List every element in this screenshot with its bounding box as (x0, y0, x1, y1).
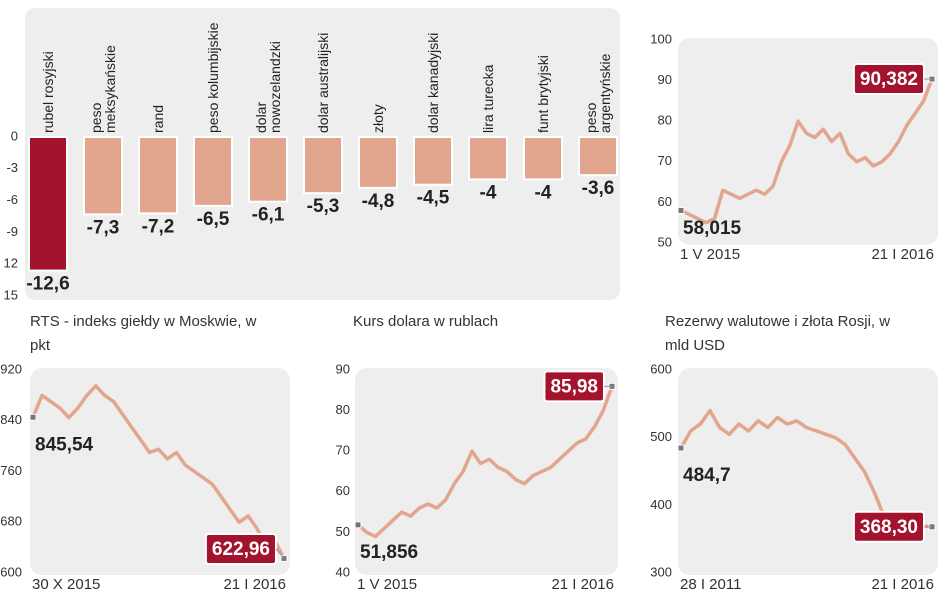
y-tick-label: -6 (6, 192, 18, 207)
y-tick-label: 80 (336, 402, 350, 417)
y-tick-label: 15 (4, 287, 18, 302)
y-tick-label: 600 (650, 361, 672, 376)
y-tick-label: 840 (0, 412, 22, 427)
category-label: dolar nowozelandzki (253, 41, 283, 133)
x-tick-label: 21 I 2016 (871, 576, 934, 593)
bar-value-label: -7,3 (87, 217, 120, 238)
y-tick-label: 50 (336, 524, 350, 539)
bar (248, 136, 288, 203)
y-tick-label: 500 (650, 429, 672, 444)
plot-panel (355, 368, 618, 575)
bar (578, 136, 618, 177)
bar (193, 136, 233, 207)
chart-title: Kurs dolara w rublach (353, 313, 499, 330)
y-tick-label: 12 (4, 256, 18, 271)
point-marker (677, 444, 685, 452)
y-tick-label: 80 (658, 113, 672, 128)
point-marker (354, 521, 362, 529)
y-tick-label: 680 (0, 514, 22, 529)
bar (138, 136, 178, 215)
y-tick-label: -9 (6, 224, 18, 239)
point-marker (29, 413, 37, 421)
line (31, 384, 286, 560)
chart-title: Rezerwy walutowe i złota Rosji, w mld US… (665, 313, 891, 354)
x-tick-label: 1 V 2015 (357, 576, 417, 593)
y-tick-label: 400 (650, 497, 672, 512)
bar-value-label: -7,2 (142, 216, 175, 237)
x-tick-label: 21 I 2016 (871, 246, 934, 263)
bar-value-label: -3,6 (582, 178, 615, 199)
bar-value-label: -4 (535, 182, 552, 203)
y-tick-label: 70 (336, 443, 350, 458)
y-tick-label: 90 (658, 72, 672, 87)
y-tick-label: 100 (650, 31, 672, 46)
y-tick-label: 300 (650, 564, 672, 579)
bar (413, 136, 453, 186)
chart-title: RTS - indeks giełdy w Moskwie, w pkt (30, 313, 257, 354)
x-tick-label: 30 X 2015 (32, 576, 100, 593)
bar (83, 136, 123, 216)
x-tick-label: 1 V 2015 (680, 246, 740, 263)
category-label: rubel rosyjski (40, 51, 56, 133)
bar (523, 136, 563, 181)
end-value-label: 622,96 (212, 539, 270, 560)
end-value-label: 90,382 (860, 69, 918, 90)
x-tick-label: 28 I 2011 (680, 576, 741, 593)
category-label: dolar australijski (315, 32, 331, 133)
bar (358, 136, 398, 189)
bar (468, 136, 508, 181)
line (356, 385, 614, 539)
x-tick-label: 21 I 2016 (551, 576, 614, 593)
point-marker (677, 206, 685, 214)
bar-value-label: -5,3 (307, 196, 340, 217)
bar-value-label: -12,6 (26, 274, 69, 295)
end-value-label: 368,30 (860, 517, 918, 538)
category-label: lira turecka (480, 64, 496, 133)
y-tick-label: 40 (336, 564, 350, 579)
y-tick-label: 760 (0, 463, 22, 478)
y-tick-label: 920 (0, 361, 22, 376)
bar (303, 136, 343, 195)
category-label: peso argentyńskie (583, 53, 613, 133)
bar-value-label: -6,1 (252, 205, 285, 226)
bar-value-label: -4,8 (362, 191, 395, 212)
category-label: rand (150, 104, 166, 133)
category-label: peso meksykańskie (88, 45, 118, 133)
end-value-label: 85,98 (550, 376, 598, 397)
y-tick-label: 90 (336, 361, 350, 376)
bar-value-label: -4 (480, 182, 497, 203)
y-tick-label: 70 (658, 153, 672, 168)
y-tick-label: -3 (6, 160, 18, 175)
start-value-label: 484,7 (683, 465, 731, 486)
y-tick-label: 600 (0, 564, 22, 579)
plot-panel (30, 368, 290, 575)
start-value-label: 845,54 (35, 434, 94, 455)
leader-line (275, 548, 285, 559)
start-value-label: 51,856 (360, 542, 418, 563)
category-label: funt brytyjski (535, 55, 551, 133)
category-label: dolar kanadyjski (425, 32, 441, 133)
y-tick-label: 50 (658, 234, 672, 249)
bar-value-label: -4,5 (417, 188, 450, 209)
category-label: peso kolumbijskie (205, 22, 221, 134)
y-tick-label: 60 (658, 194, 672, 209)
bar-value-label: -6,5 (197, 209, 230, 230)
bar (28, 136, 68, 272)
y-tick-label: 0 (11, 128, 18, 143)
x-tick-label: 21 I 2016 (223, 576, 286, 593)
line (680, 78, 934, 225)
category-label: złoty (370, 104, 386, 133)
start-value-label: 58,015 (683, 218, 742, 239)
y-tick-label: 60 (336, 483, 350, 498)
